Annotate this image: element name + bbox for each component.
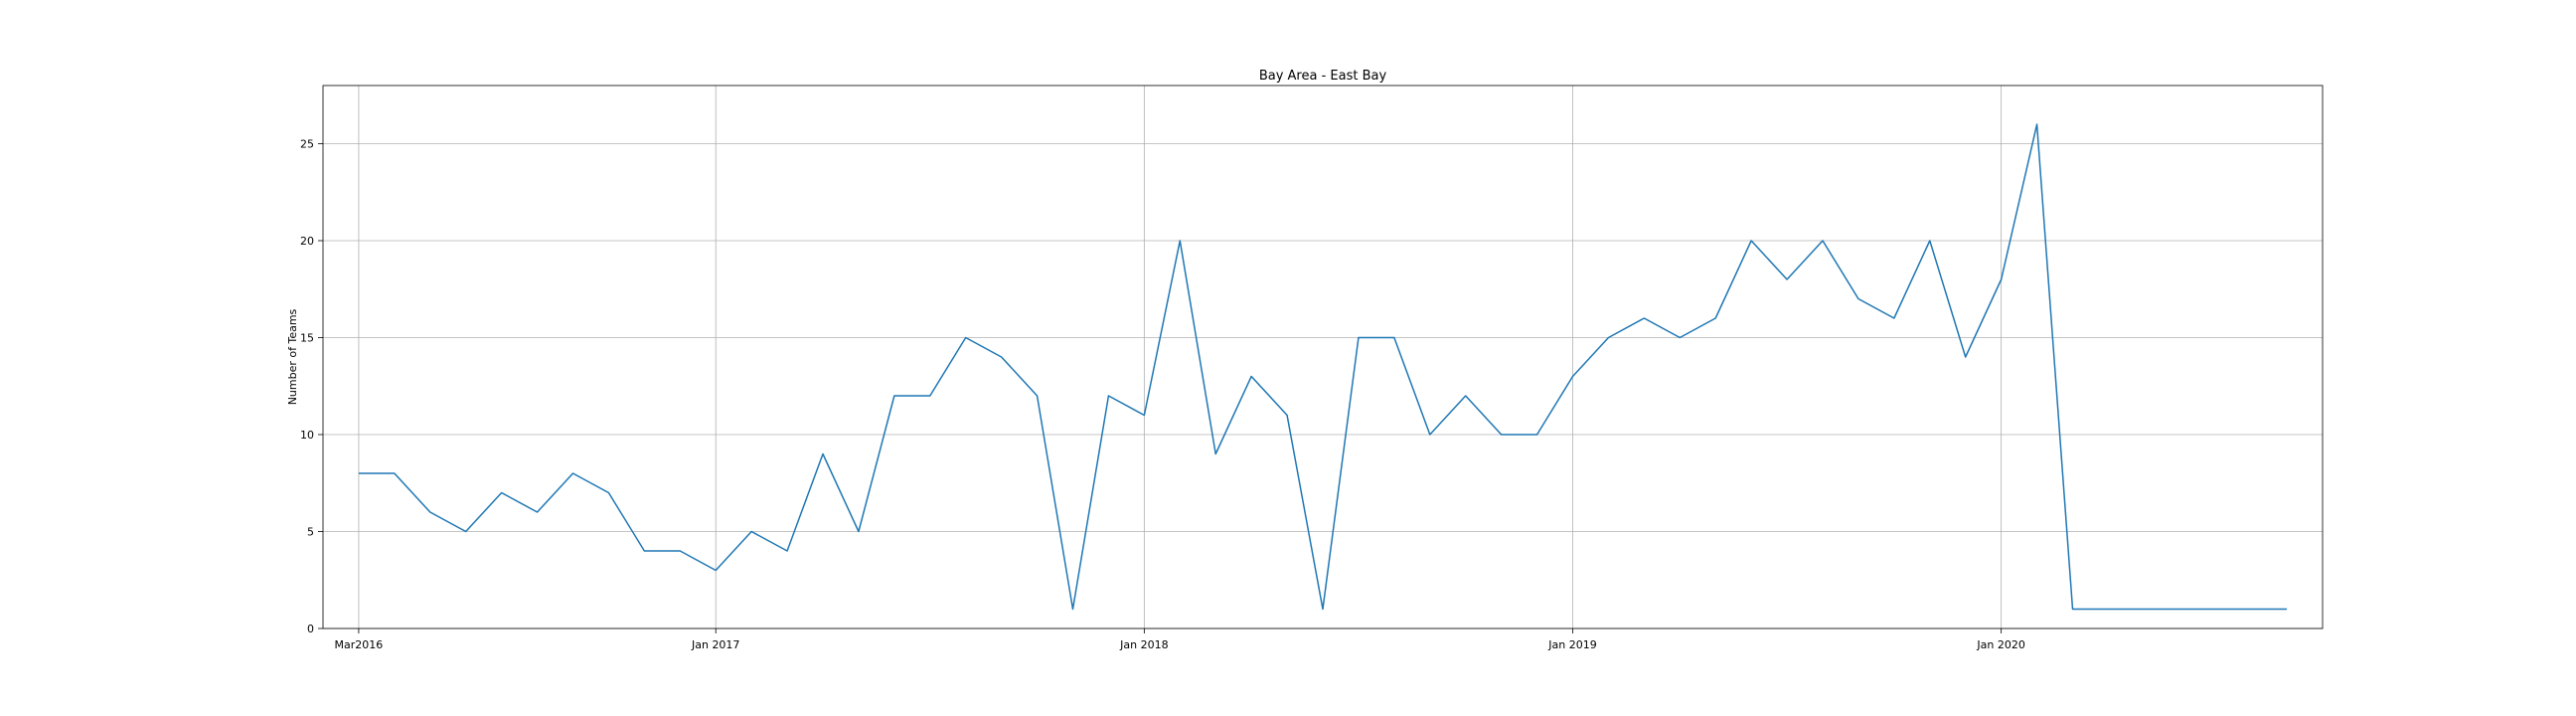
y-tick-label: 25: [300, 138, 314, 151]
grid-lines: [323, 86, 2323, 629]
x-tick-label: Jan 2019: [1547, 638, 1596, 651]
y-tick-label: 0: [307, 623, 314, 635]
y-axis-label: Number of Teams: [286, 308, 299, 405]
y-tick-label: 15: [300, 332, 314, 345]
series-layer: [358, 123, 2288, 611]
axis-ticks: 0 5 10 15 20 25 Mar2016 Jan 2017 Jan 2018 Jan 201…: [300, 138, 2025, 652]
x-tick-label: Mar2016: [335, 638, 384, 651]
series-line: [358, 123, 2288, 611]
x-tick-label: Jan 2018: [1119, 638, 1168, 651]
plot-frame: [322, 85, 2324, 629]
x-tick-label: Jan 2020: [1976, 638, 2024, 651]
y-tick-label: 5: [307, 526, 314, 539]
chart-title: Bay Area - East Bay: [1259, 69, 1387, 84]
y-tick-label: 10: [300, 429, 314, 442]
y-tick-label: 20: [300, 235, 314, 248]
x-tick-label: Jan 2017: [691, 638, 739, 651]
